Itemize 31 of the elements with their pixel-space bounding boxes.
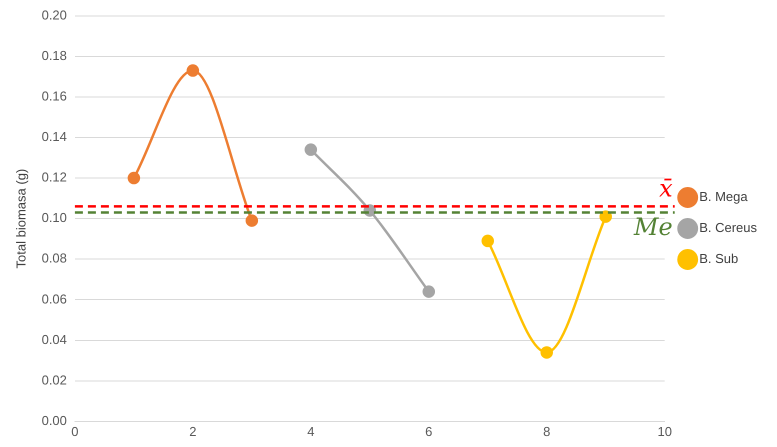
x-tick-label: 4 [307,424,314,439]
y-tick-label: 0.06 [42,291,67,306]
x-tick-label: 2 [189,424,196,439]
point [186,64,200,77]
x-tick-label: 8 [543,424,550,439]
x-tick-label: 6 [425,424,432,439]
x-tick-label: 10 [657,424,672,439]
y-axis-title: Total biomasa (g) [13,168,28,268]
point [422,285,436,298]
ref-line-label: x̄ [659,174,674,203]
point [482,234,494,248]
legend-label: B. Cereus [699,220,758,236]
y-tick-label: 0.00 [42,412,67,428]
point [128,172,140,184]
y-tick-label: 0.12 [42,170,67,185]
y-tick-label: 0.08 [42,250,67,266]
y-tick-label: 0.10 [42,210,67,226]
ref-line-label: Me [632,212,673,241]
y-tick-label: 0.04 [42,332,67,347]
legend-label: B. Mega [699,189,748,204]
y-tick-label: 0.18 [42,48,67,63]
point [246,214,258,227]
y-tick-label: 0.16 [42,88,67,104]
x-tick-label: 0 [71,424,79,439]
y-tick-label: 0.20 [42,7,67,22]
legend-label: B. Sub [699,251,738,266]
y-tick-label: 0.14 [42,129,67,144]
point [540,346,553,359]
point [599,210,612,223]
point [304,143,318,156]
y-tick-label: 0.02 [42,372,67,388]
